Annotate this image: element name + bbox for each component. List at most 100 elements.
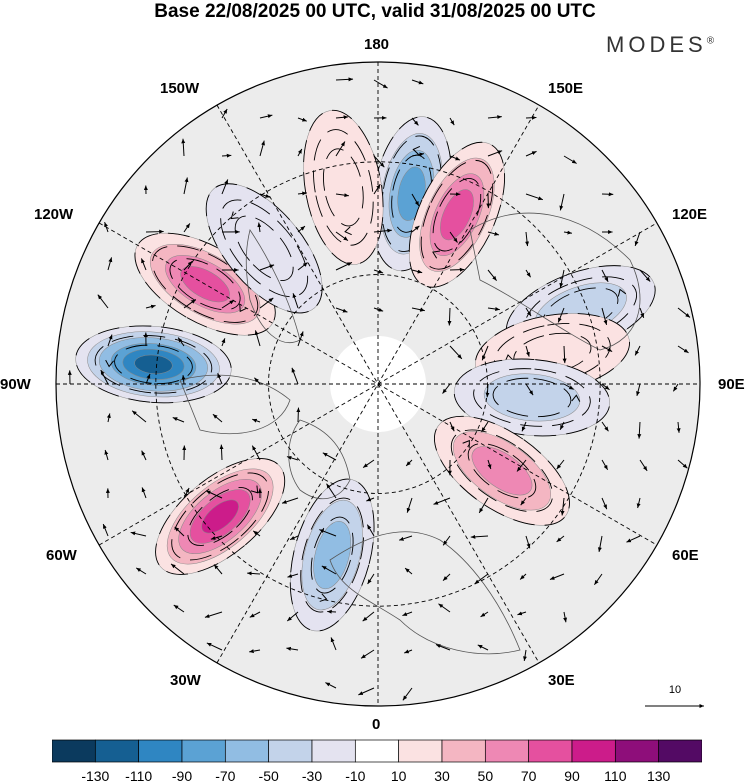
wind-vector <box>297 117 307 122</box>
streamline <box>187 487 253 546</box>
wind-vector <box>404 567 413 575</box>
anomaly-contour <box>201 499 239 534</box>
wind-vector <box>205 490 223 499</box>
colorbar-tick-label: -90 <box>172 768 192 783</box>
colorbar-swatch <box>484 739 530 763</box>
circulation-arrowhead <box>412 146 421 155</box>
wind-vector <box>449 345 463 360</box>
wind-vector <box>249 649 261 654</box>
wind-vector <box>519 573 527 580</box>
anomaly-center <box>408 141 506 288</box>
colorbar-ticks: -130 -110 -90 -70 -50 -30 -10 10 30 50 70 90 110 130 <box>81 768 670 783</box>
wind-vector <box>481 421 489 433</box>
wind-vector <box>411 225 420 233</box>
wind-vector <box>563 155 577 164</box>
wind-vector <box>677 459 688 469</box>
colorbar-swatch <box>528 739 573 763</box>
wind-vector <box>557 307 565 323</box>
wind-vector <box>398 535 413 541</box>
wind-vector <box>677 307 691 318</box>
anomaly-contour <box>134 354 173 374</box>
wind-vector <box>449 155 461 161</box>
wind-vector <box>259 297 274 309</box>
wind-vector <box>181 138 186 157</box>
wind-vector <box>141 450 147 461</box>
wind-vector <box>366 524 375 537</box>
colorbar-tick-label: 70 <box>521 768 537 783</box>
wind-vector <box>206 642 223 651</box>
wind-vector <box>358 687 375 696</box>
wind-vector <box>672 383 679 392</box>
wind-vector <box>257 222 262 233</box>
wind-vector <box>335 141 346 157</box>
label-lon-120e: 120E <box>672 206 708 223</box>
wind-vector <box>636 497 641 509</box>
wind-vector <box>254 330 261 347</box>
colorbar-swatch <box>268 739 313 763</box>
colorbar-swatch <box>354 739 400 763</box>
wind-vector <box>297 331 304 347</box>
streamline <box>289 478 375 632</box>
wind-vector <box>556 459 565 470</box>
wind-vector <box>626 535 641 543</box>
wind-vector <box>373 228 392 233</box>
colorbar-swatch <box>138 739 183 763</box>
wind-vector <box>601 383 610 391</box>
colorbar-swatch <box>224 739 270 763</box>
circulation-arrowhead <box>105 359 115 368</box>
wind-vector <box>259 264 275 271</box>
colorbar-tick-label: 110 <box>604 768 627 783</box>
label-lon-90w: 90W <box>0 376 31 393</box>
wind-vector <box>252 530 261 537</box>
wind-vector <box>130 531 147 537</box>
wind-vector <box>325 682 337 689</box>
wind-vector <box>319 529 337 537</box>
circulation-arrowhead <box>504 354 514 362</box>
polar-map <box>55 61 701 707</box>
wind-vector <box>525 307 532 317</box>
wind-vector <box>597 535 603 552</box>
wind-vector <box>172 417 185 423</box>
wind-vector <box>404 649 413 654</box>
wind-vector <box>221 153 232 158</box>
wind-vector <box>560 497 565 516</box>
label-lon-30w: 30W <box>170 672 201 689</box>
wind-vector <box>520 497 527 506</box>
wind-vector <box>636 383 641 397</box>
colorbar-tick-label: -70 <box>215 768 235 783</box>
wind-vector <box>97 294 109 309</box>
wind-vector <box>563 611 568 623</box>
wind-vector <box>402 611 413 617</box>
wind-vector <box>254 377 261 385</box>
wind-vector <box>259 114 273 119</box>
wind-vector <box>291 367 299 385</box>
wind-vector <box>411 152 425 157</box>
wind-vector <box>563 383 574 390</box>
wind-vector <box>411 193 420 207</box>
wind-vector <box>639 307 645 319</box>
wind-vector <box>549 573 565 580</box>
streamline <box>114 344 193 385</box>
wind-vector <box>286 611 299 622</box>
colorbar: -130 -110 -90 -70 -50 -30 -10 10 30 50 70 90 110 130 <box>52 739 702 783</box>
circulation-arrowhead <box>571 394 581 402</box>
wind-vector <box>135 567 147 575</box>
wind-vector <box>297 225 306 233</box>
colorbar-swatch <box>571 739 616 763</box>
wind-vector <box>411 79 424 85</box>
colorbar-swatch <box>398 739 443 763</box>
wind-vector <box>677 345 689 354</box>
circulation-arrowhead <box>230 211 239 220</box>
wind-vectors <box>67 77 691 701</box>
wind-vector <box>442 535 451 546</box>
label-lon-60e: 60E <box>672 547 699 564</box>
wind-vector <box>145 373 151 385</box>
wind-vector <box>639 459 648 472</box>
wind-vector <box>634 231 641 247</box>
wind-vector <box>521 421 527 432</box>
streamline <box>171 472 269 561</box>
circulation-arrowhead <box>239 304 247 313</box>
wind-vector <box>335 193 349 198</box>
wind-vector <box>487 150 503 157</box>
streamline <box>450 429 554 513</box>
